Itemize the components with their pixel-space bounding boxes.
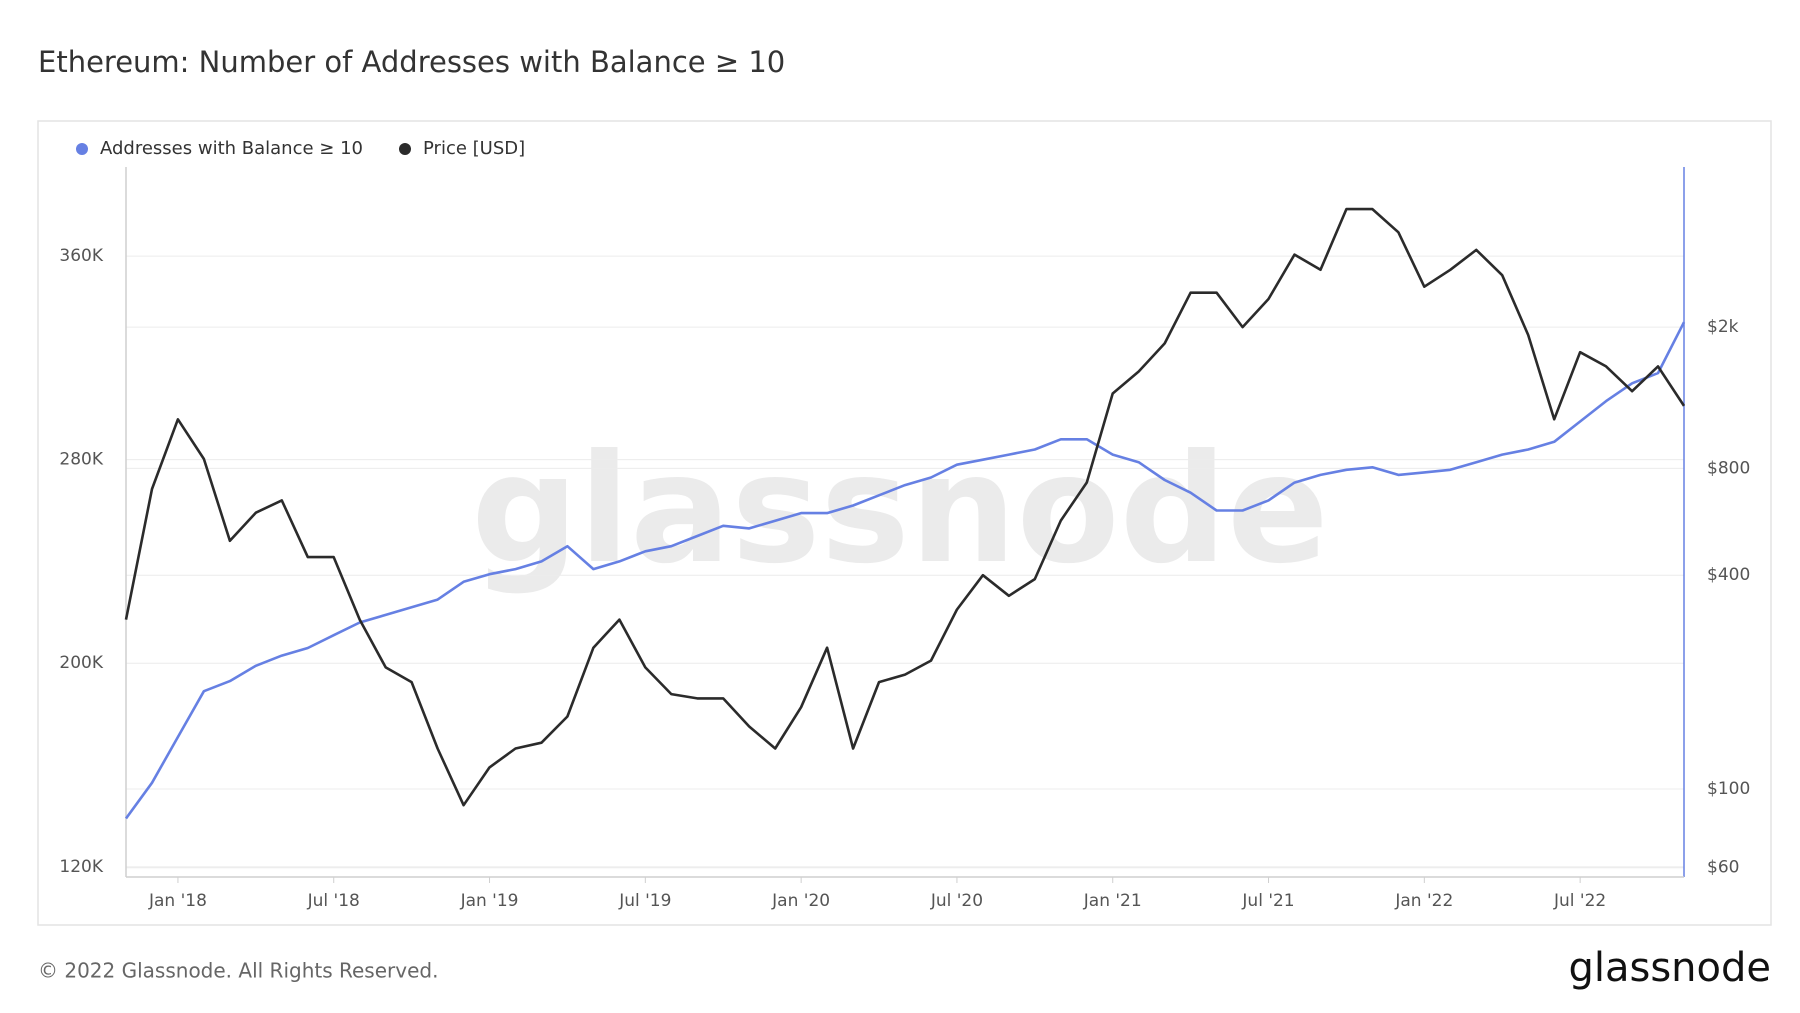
y2-tick-label: $60: [1707, 858, 1739, 878]
x-tick-label: Jan '18: [148, 891, 207, 911]
x-tick-label: Jan '20: [771, 891, 830, 911]
x-tick-label: Jul '22: [1553, 891, 1606, 911]
x-tick-label: Jul '21: [1241, 891, 1294, 911]
y-tick-label: 120K: [59, 857, 103, 877]
x-tick-label: Jul '18: [307, 891, 360, 911]
y2-tick-label: $800: [1707, 458, 1750, 478]
y-tick-label: 280K: [59, 450, 103, 470]
footer: © 2022 Glassnode. All Rights Reserved.: [38, 959, 438, 983]
legend-marker: [76, 143, 88, 155]
y2-tick-label: $100: [1707, 779, 1750, 799]
series-line: [124, 321, 1686, 820]
x-tick-label: Jul '19: [618, 891, 671, 911]
legend-label: Addresses with Balance ≥ 10: [100, 138, 363, 159]
x-tick-label: Jan '19: [460, 891, 519, 911]
watermark: glassnode: [471, 423, 1329, 597]
x-tick-label: Jan '21: [1083, 891, 1142, 911]
legend-marker: [399, 143, 411, 155]
y-tick-label: 200K: [59, 653, 103, 673]
y2-tick-label: $2k: [1707, 317, 1739, 337]
logo: glassnode: [1568, 945, 1771, 991]
y-tick-label: 360K: [59, 246, 103, 266]
x-tick-label: Jul '20: [930, 891, 983, 911]
chart-title: Ethereum: Number of Addresses with Balan…: [38, 45, 785, 79]
x-tick-label: Jan '22: [1394, 891, 1453, 911]
series-line: [124, 207, 1686, 807]
y2-tick-label: $400: [1707, 565, 1750, 585]
legend-label: Price [USD]: [423, 138, 525, 159]
